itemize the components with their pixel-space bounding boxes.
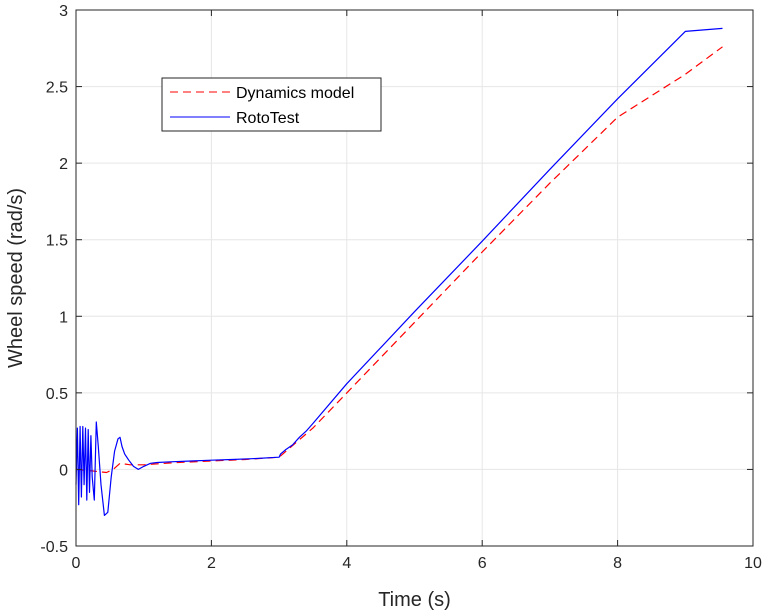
x-tick-label: 4 xyxy=(342,555,351,572)
y-tick-label: 2 xyxy=(59,156,68,173)
y-tick-label: -0.5 xyxy=(40,539,68,556)
y-tick-label: 0.5 xyxy=(46,386,68,403)
x-tick-label: 10 xyxy=(744,555,762,572)
x-tick-label: 0 xyxy=(72,555,81,572)
y-tick-label: 2.5 xyxy=(46,80,68,97)
y-tick-label: 1.5 xyxy=(46,233,68,250)
y-tick-label: 1 xyxy=(59,309,68,326)
y-tick-label: 0 xyxy=(59,462,68,479)
ticks: 0 2 4 6 8 10-0.500.511.522.53 xyxy=(40,3,762,572)
x-tick-label: 2 xyxy=(207,555,216,572)
legend-label-rototest: RotoTest xyxy=(236,110,300,127)
y-tick-label: 3 xyxy=(59,3,68,20)
legend-box xyxy=(161,77,382,132)
y-axis-label: Wheel speed (rad/s) xyxy=(5,188,27,368)
legend: Dynamics model RotoTest xyxy=(161,77,382,132)
plot-frame xyxy=(75,9,754,547)
x-tick-label: 8 xyxy=(613,555,622,572)
x-axis-label: Time (s) xyxy=(378,589,451,611)
series-layer xyxy=(75,27,723,516)
legend-label-dynamics-model: Dynamics model xyxy=(236,85,354,102)
x-tick-label: 6 xyxy=(478,555,487,572)
series-line-rototest xyxy=(75,27,723,516)
